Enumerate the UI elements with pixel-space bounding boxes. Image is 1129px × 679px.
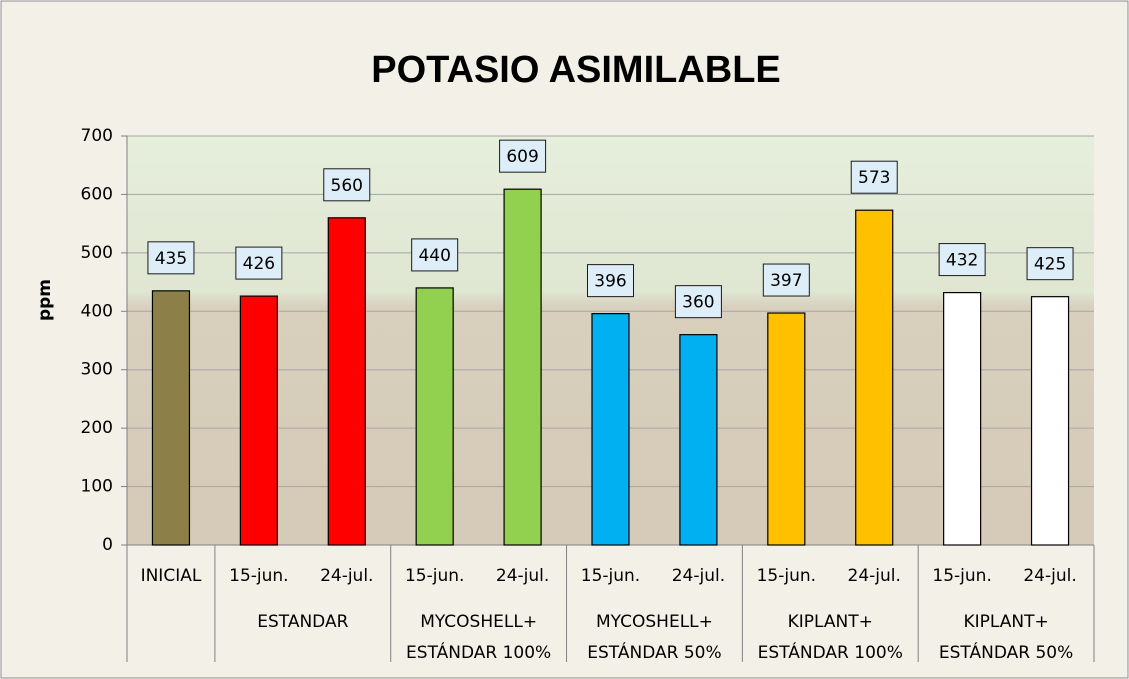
chart-title: POTASIO ASIMILABLE — [371, 49, 781, 91]
bar — [1032, 297, 1069, 545]
group-label: MYCOSHELL+ — [596, 612, 713, 632]
x-tick-label: 15-jun. — [581, 566, 640, 586]
group-label: KIPLANT+ — [788, 612, 873, 632]
group-label: MYCOSHELL+ — [420, 612, 537, 632]
x-tick-label: INICIAL — [141, 566, 202, 586]
x-tick-label: 15-jun. — [405, 566, 464, 586]
y-tick-label: 0 — [102, 535, 113, 555]
x-tick-label: 15-jun. — [757, 566, 816, 586]
x-tick-label: 24-jul. — [320, 566, 373, 586]
group-label: ESTÁNDAR 100% — [758, 641, 903, 663]
data-label: 396 — [594, 272, 626, 292]
y-tick-label: 500 — [81, 243, 113, 263]
bar — [504, 189, 541, 545]
group-label: ESTÁNDAR 50% — [587, 641, 721, 663]
data-label: 573 — [858, 168, 890, 188]
data-label: 435 — [155, 249, 187, 269]
data-label: 360 — [682, 293, 714, 313]
y-tick-label: 300 — [81, 360, 113, 380]
data-label: 397 — [770, 271, 802, 291]
bar — [768, 313, 805, 545]
data-label: 426 — [243, 254, 275, 274]
bar — [240, 296, 277, 545]
group-label: ESTÁNDAR 50% — [939, 641, 1073, 663]
group-label: KIPLANT+ — [963, 612, 1048, 632]
y-tick-label: 700 — [81, 126, 113, 146]
y-tick-label: 200 — [81, 418, 113, 438]
bar — [856, 210, 893, 545]
y-tick-label: 600 — [81, 184, 113, 204]
data-label: 560 — [331, 176, 363, 196]
bar — [416, 288, 453, 545]
y-tick-label: 100 — [81, 477, 113, 497]
bar — [152, 291, 189, 545]
data-label: 440 — [418, 246, 450, 266]
y-axis-label: ppm — [35, 279, 55, 321]
data-label: 425 — [1034, 255, 1066, 275]
x-tick-label: 15-jun. — [229, 566, 288, 586]
bar — [680, 335, 717, 545]
page: POTASIO ASIMILABLE ppm 0 100 200 300 400 500 6… — [0, 0, 1129, 679]
y-tick-label: 400 — [81, 301, 113, 321]
x-tick-label: 24-jul. — [672, 566, 725, 586]
x-tick-label: 24-jul. — [1023, 566, 1076, 586]
group-label: ESTANDAR — [257, 612, 348, 632]
x-tick-label: 24-jul. — [848, 566, 901, 586]
x-tick-label: 24-jul. — [496, 566, 549, 586]
bar — [592, 314, 629, 545]
data-label: 609 — [506, 147, 538, 167]
data-label: 432 — [946, 251, 978, 271]
bar — [328, 218, 365, 545]
x-tick-label: 15-jun. — [932, 566, 991, 586]
bar — [944, 293, 981, 545]
group-label: ESTÁNDAR 100% — [406, 641, 551, 663]
chart: POTASIO ASIMILABLE ppm 0 100 200 300 400 500 6… — [0, 0, 1129, 679]
